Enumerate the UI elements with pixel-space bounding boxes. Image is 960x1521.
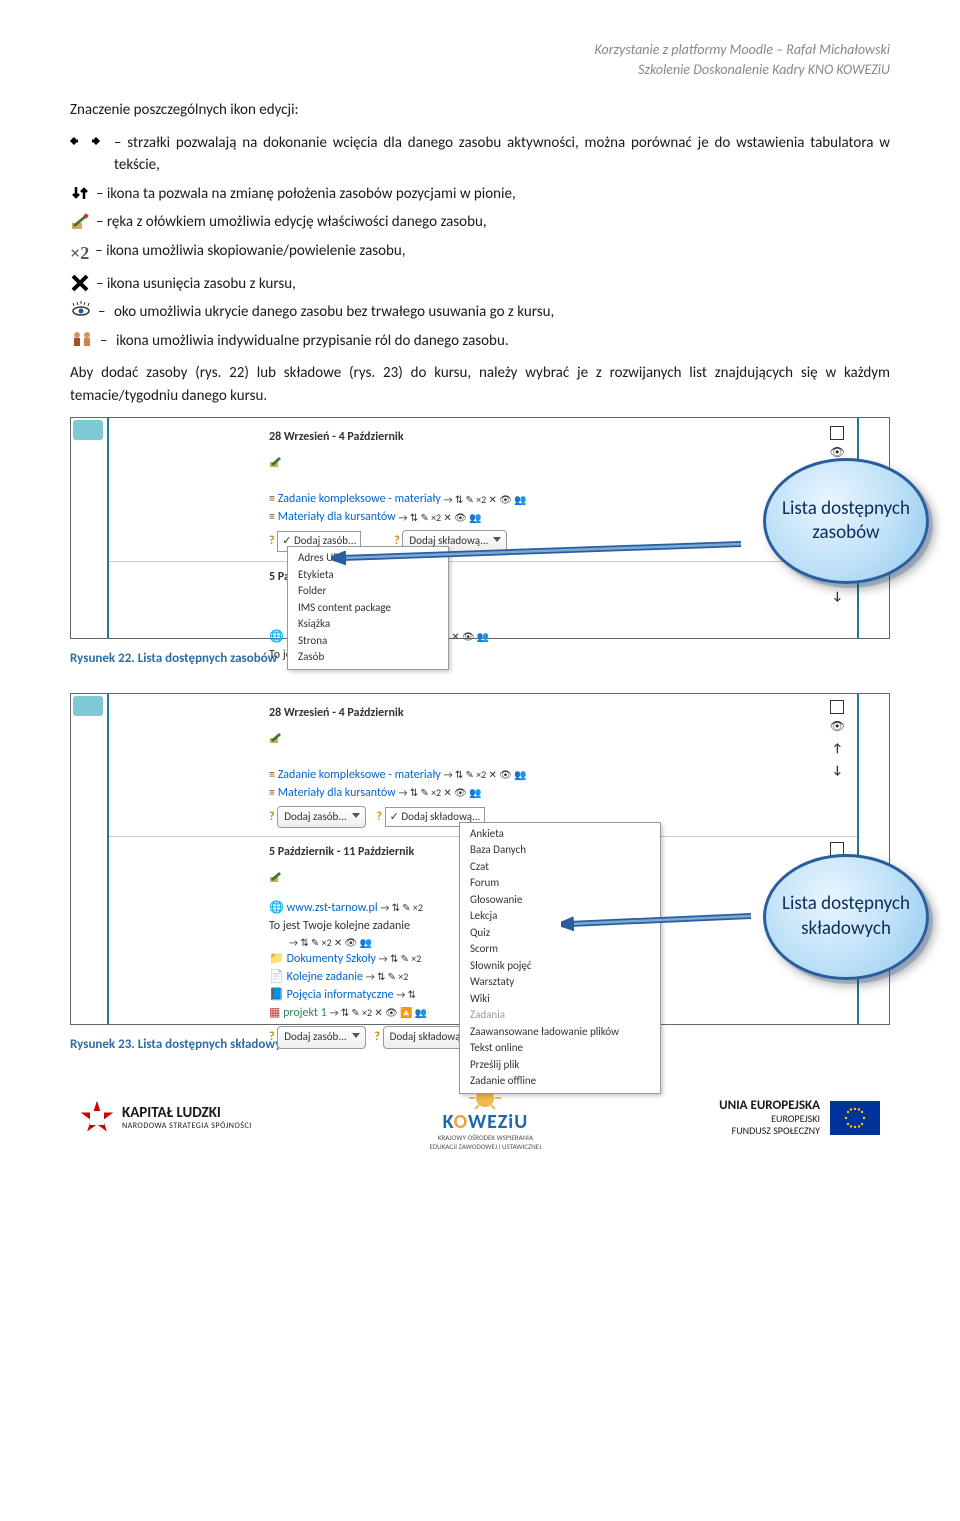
section-title: Znaczenie poszczególnych ikon edycji: — [70, 99, 890, 122]
checkbox-icon[interactable] — [830, 700, 844, 714]
icon-item-duplicate: ×2 – ikona umożliwia skopiowanie/powiele… — [70, 240, 890, 267]
page-header: Korzystanie z platformy Moodle – Rafał M… — [70, 40, 890, 79]
arrow-down-icon[interactable]: ↓ — [832, 762, 843, 780]
week-heading: 28 Wrzesień - 4 Październik — [269, 704, 847, 722]
resource-link[interactable]: ≡ Zadanie kompleksowe - materiały → ⇅ ✎ … — [269, 766, 847, 784]
icon-item-text: ikona umożliwia indywidualne przypisanie… — [116, 330, 890, 353]
screenshot-23: 👁 ↑ ↓ 👁 ↑ ↓ 28 Wrzesień - 4 Październik … — [70, 693, 890, 1025]
resource-link[interactable]: ≡ Materiały dla kursantów → ⇅ ✎ ×2 ✕ 👁 👥 — [269, 508, 847, 526]
move-icon — [70, 183, 90, 203]
icon-item-text: – ikona ta pozwala na zmianę położenia z… — [96, 183, 890, 206]
icon-item-move: – ikona ta pozwala na zmianę położenia z… — [70, 183, 890, 206]
icon-item-arrows: – strzałki pozwalają na dokonanie wcięci… — [70, 132, 890, 177]
topic-controls: 👁 ↑ ↓ — [830, 700, 845, 780]
activity-menu[interactable]: Ankieta Baza Danych Czat Forum Głosowani… — [459, 822, 661, 1094]
edit-icons[interactable]: 2 ✕ 👁 👥 — [444, 630, 489, 643]
eye-icon — [70, 301, 92, 319]
resource-menu[interactable]: Adres URL Etykieta Folder IMS content pa… — [287, 546, 449, 670]
icon-item-edit: – ręka z ołówkiem umożliwia edycję właśc… — [70, 211, 890, 234]
icon-item-text: – ikona usunięcia zasobu z kursu, — [96, 273, 890, 296]
arrows-icon — [70, 132, 108, 150]
edit-icons[interactable]: → ⇅ ✎ ×2 ✕ 👁 👥 — [398, 510, 481, 525]
icon-item-eye: – oko umożliwia ukrycie danego zasobu be… — [70, 301, 890, 324]
week-heading: 28 Wrzesień - 4 Październik — [269, 428, 847, 446]
delete-x-icon — [70, 273, 90, 293]
roles-icon — [70, 330, 94, 348]
icon-item-roles: – ikona umożliwia indywidualne przypisan… — [70, 330, 890, 353]
resource-link[interactable]: ≡ Materiały dla kursantów → ⇅ ✎ ×2 ✕ 👁 👥 — [269, 784, 847, 802]
x2-icon: ×2 — [70, 240, 89, 267]
eu-logo: UNIA EUROPEJSKA EUROPEJSKI FUNDUSZ SPOŁE… — [719, 1098, 880, 1138]
header-line1: Korzystanie z platformy Moodle – Rafał M… — [70, 40, 890, 60]
icon-item-text: – ręka z ołówkiem umożliwia edycję właśc… — [96, 211, 890, 234]
icon-item-text: – ikona umożliwia skopiowanie/powielenie… — [95, 240, 890, 263]
add-resource-dropdown[interactable]: Dodaj zasób... — [277, 1026, 365, 1049]
koweziu-logo: KOWEZiU KRAJOWY OŚRODEK WSPIERANIA EDUKA… — [425, 1084, 545, 1151]
resource-link[interactable]: ≡ Zadanie kompleksowe - materiały → ⇅ ✎ … — [269, 490, 847, 508]
para-after-icons: Aby dodać zasoby (rys. 22) lub składowe … — [70, 362, 890, 407]
callout-bubble: Lista dostępnych składowych — [763, 854, 929, 980]
edit-icons[interactable]: → ⇅ ✎ ×2 ✕ 👁 👥 — [444, 492, 527, 507]
arrow-up-icon[interactable]: ↑ — [832, 740, 843, 758]
callout-bubble: Lista dostępnych zasobów — [763, 458, 929, 584]
icon-item-text: – strzałki pozwalają na dokonanie wcięci… — [114, 132, 890, 177]
header-line2: Szkolenie Doskonalenie Kadry KNO KOWEZiU — [70, 60, 890, 80]
kapital-ludzki-logo: KAPITAŁ LUDZKI NARODOWA STRATEGIA SPÓJNO… — [80, 1101, 252, 1135]
screenshot-22: 👁 ↑ ↓ 👁 ↑ ↓ 28 Wrzesień - 4 Październik … — [70, 417, 890, 639]
icon-item-delete: – ikona usunięcia zasobu z kursu, — [70, 273, 890, 296]
eu-flag-icon — [830, 1101, 880, 1135]
footer-logos: KAPITAŁ LUDZKI NARODOWA STRATEGIA SPÓJNO… — [70, 1084, 890, 1151]
checkbox-icon[interactable] — [830, 426, 844, 440]
arrow-down-icon[interactable]: ↓ — [832, 588, 843, 606]
icon-item-text: oko umożliwia ukrycie danego zasobu bez … — [114, 301, 890, 324]
add-resource-dropdown[interactable]: Dodaj zasób... — [277, 806, 365, 829]
pencil-hand-icon — [70, 211, 90, 231]
eye-icon[interactable]: 👁 — [830, 718, 845, 736]
